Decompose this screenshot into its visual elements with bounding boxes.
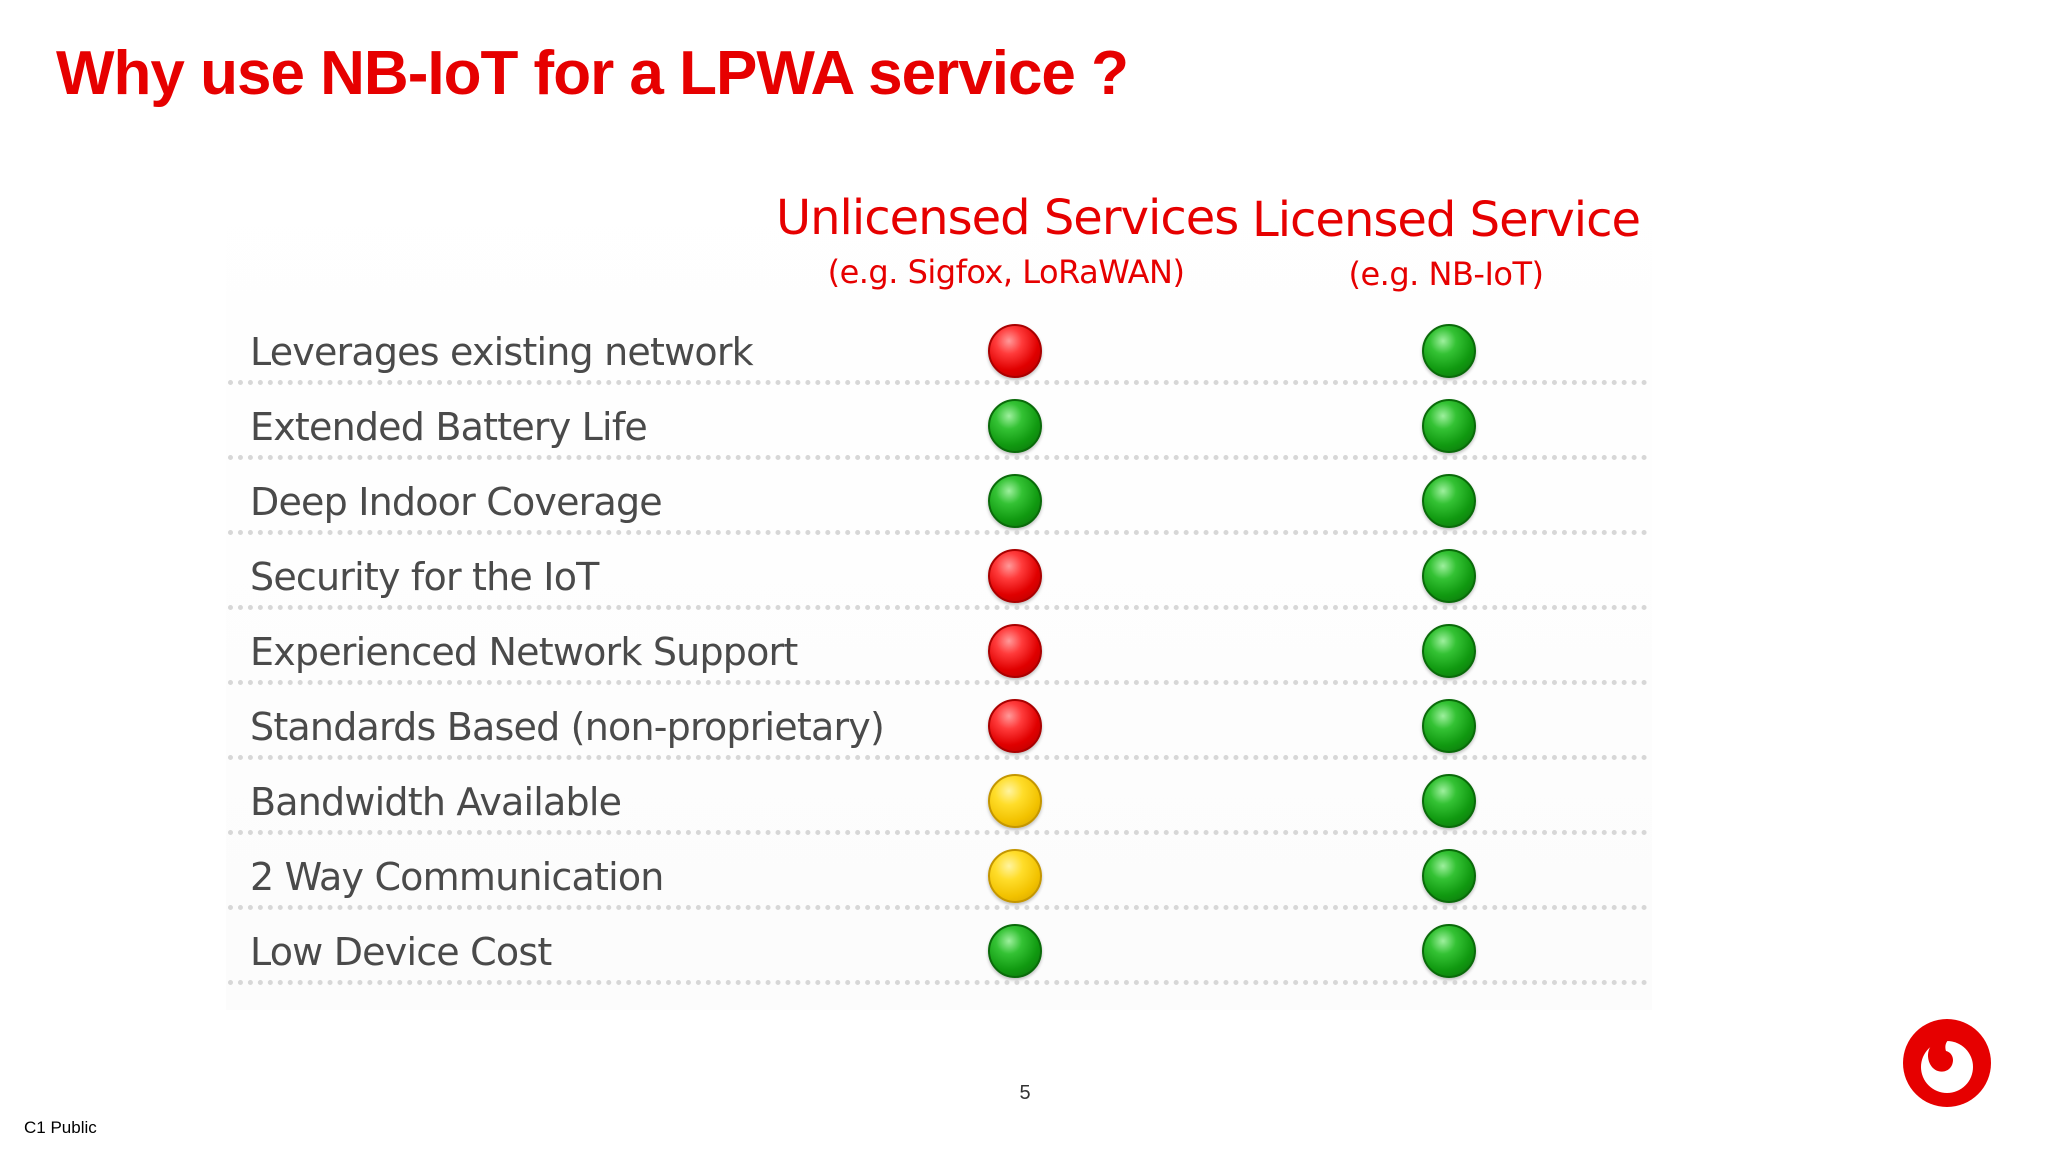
table-row: Bandwidth Available [228,760,1648,835]
row-divider [228,605,1648,610]
row-divider [228,455,1648,460]
row-label: Low Device Cost [250,930,552,974]
row-divider [228,905,1648,910]
status-indicator-licensed [1422,324,1476,378]
status-indicator-licensed [1422,924,1476,978]
status-indicator-unlicensed [988,549,1042,603]
row-label: Leverages existing network [250,330,754,374]
column-subheading: (e.g. NB-IoT) [1348,255,1544,293]
vodafone-logo-graphic [1903,1019,1991,1107]
status-indicator-unlicensed [988,399,1042,453]
status-indicator-unlicensed [988,699,1042,753]
status-indicator-unlicensed [988,924,1042,978]
row-label: Extended Battery Life [250,405,648,449]
table-row: Security for the IoT [228,535,1648,610]
row-divider [228,830,1648,835]
row-divider [228,755,1648,760]
row-divider [228,530,1648,535]
row-divider [228,680,1648,685]
status-indicator-licensed [1422,624,1476,678]
row-label: Experienced Network Support [250,630,798,674]
column-heading: Unlicensed Services [776,190,1239,246]
status-indicator-unlicensed [988,474,1042,528]
table-row: 2 Way Communication [228,835,1648,910]
table-row: Low Device Cost [228,910,1648,985]
status-indicator-licensed [1422,399,1476,453]
row-divider [228,380,1648,385]
status-indicator-licensed [1422,474,1476,528]
row-label: 2 Way Communication [250,855,664,899]
status-indicator-licensed [1422,774,1476,828]
page-number: 5 [1019,1082,1031,1104]
status-indicator-licensed [1422,849,1476,903]
status-indicator-unlicensed [988,324,1042,378]
table-row: Standards Based (non-proprietary) [228,685,1648,760]
column-header-licensed: Licensed Service (e.g. NB-IoT) [1226,190,1666,294]
vodafone-logo-icon [1902,1018,1992,1108]
column-header-unlicensed: Unlicensed Services (e.g. Sigfox, LoRaWA… [776,188,1239,292]
classification-label: C1 Public [24,1118,97,1137]
table-row: Experienced Network Support [228,610,1648,685]
slide-title: Why use NB-IoT for a LPWA service ? [56,39,1129,108]
row-label: Deep Indoor Coverage [250,480,663,524]
row-label: Standards Based (non-proprietary) [250,705,885,749]
column-heading: Licensed Service [1251,192,1641,248]
row-label: Security for the IoT [250,555,599,599]
row-divider [228,980,1648,985]
row-label: Bandwidth Available [250,780,622,824]
comparison-table-background [226,150,1652,1010]
table-row: Deep Indoor Coverage [228,460,1648,535]
status-indicator-unlicensed [988,774,1042,828]
status-indicator-licensed [1422,549,1476,603]
status-indicator-licensed [1422,699,1476,753]
status-indicator-unlicensed [988,849,1042,903]
column-subheading: (e.g. Sigfox, LoRaWAN) [827,253,1185,291]
status-indicator-unlicensed [988,624,1042,678]
table-row: Leverages existing network [228,310,1648,385]
table-row: Extended Battery Life [228,385,1648,460]
